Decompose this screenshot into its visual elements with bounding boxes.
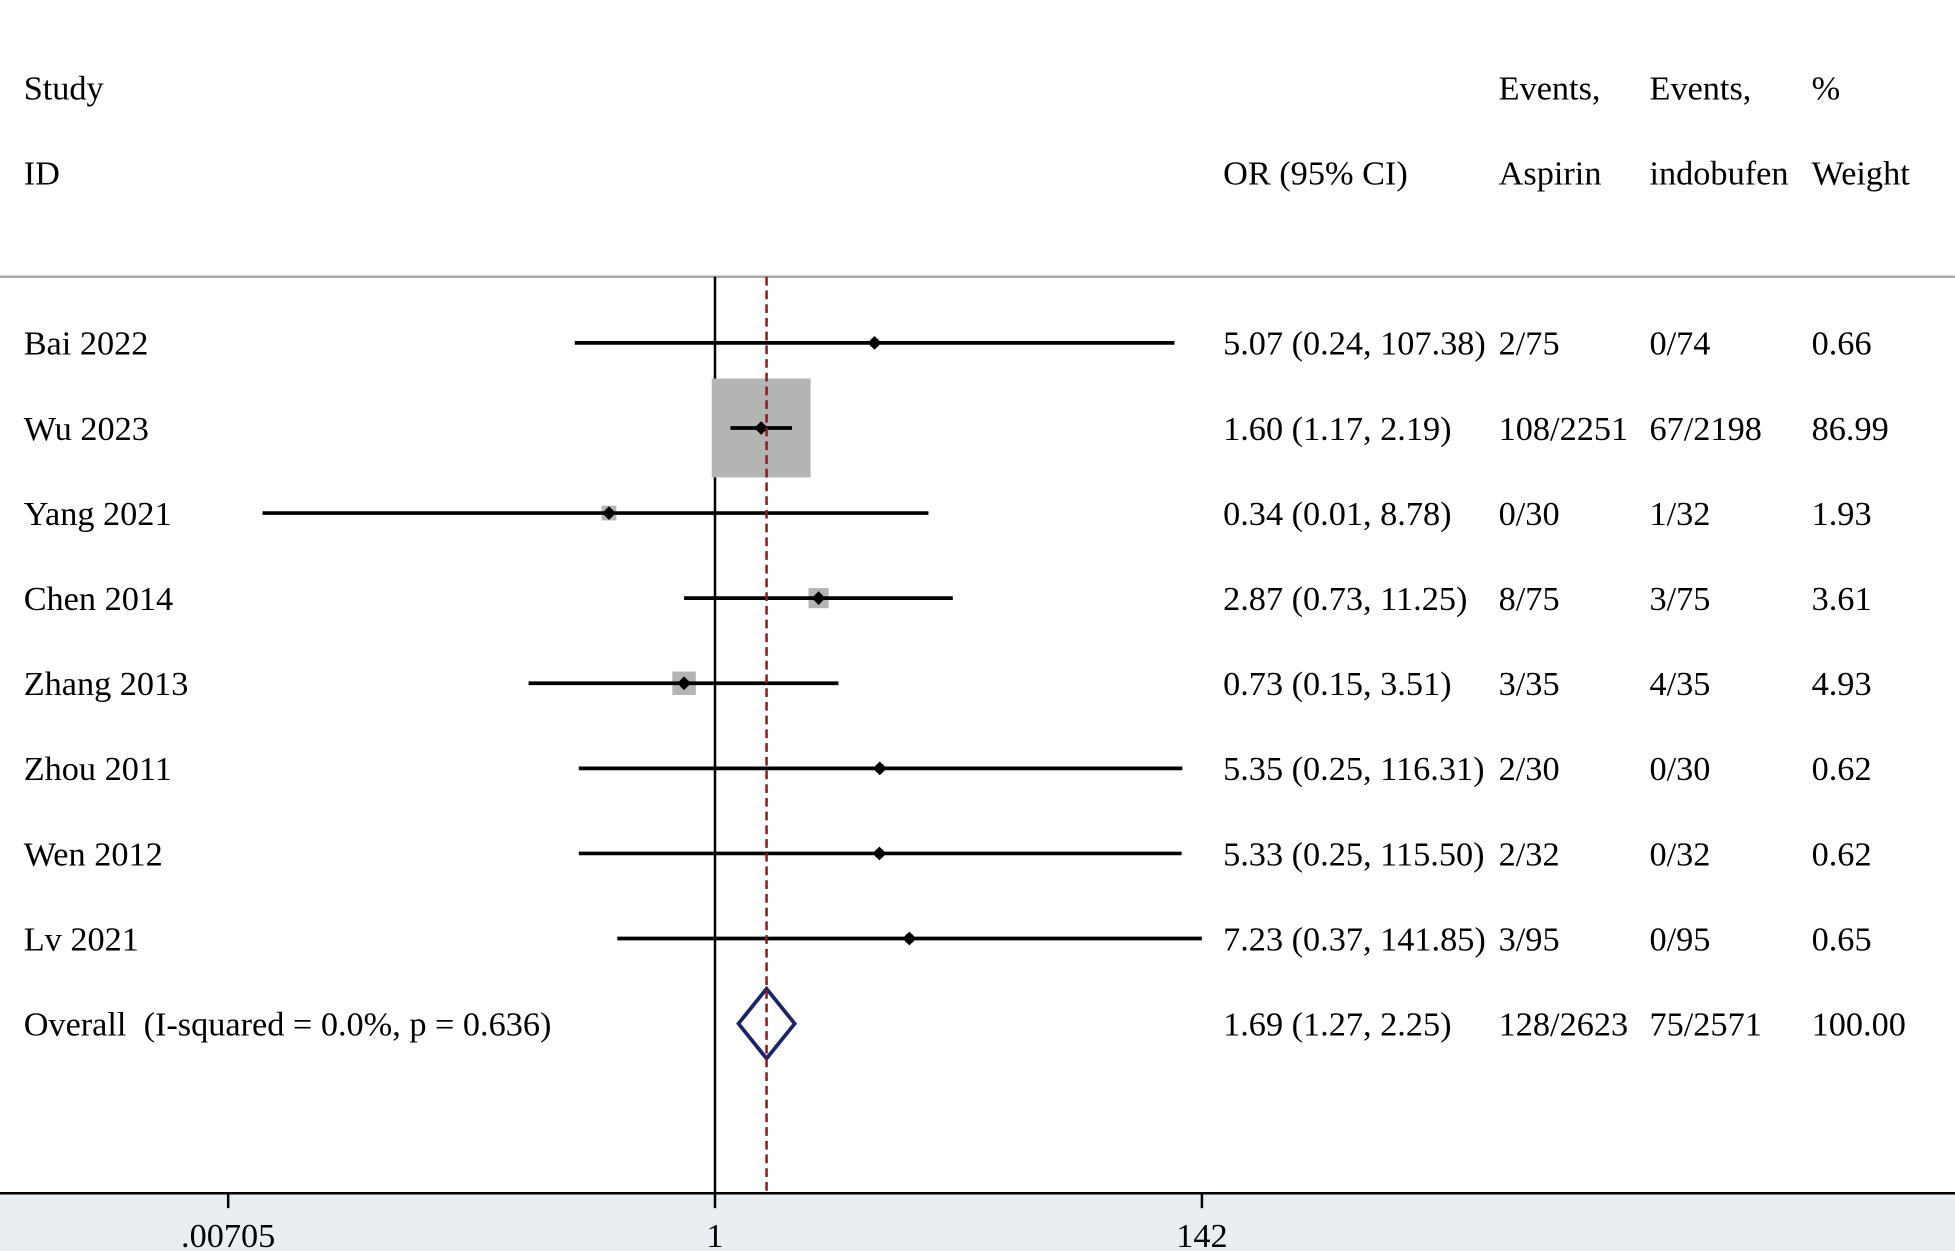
point-estimate-marker [602, 506, 616, 520]
x-tick-label: 1 [706, 1217, 723, 1251]
events-indobufen-value: 0/30 [1650, 750, 1711, 788]
or-ci-value: 5.33 (0.25, 115.50) [1223, 835, 1484, 873]
weight-value: 86.99 [1812, 410, 1889, 448]
column-header-id: ID [24, 155, 60, 193]
point-estimate-marker [872, 761, 887, 776]
weight-value: 1.93 [1812, 495, 1872, 533]
events-aspirin-value: 108/2251 [1499, 410, 1628, 448]
weight-value: 3.61 [1812, 580, 1872, 618]
study-label: Yang 2021 [24, 495, 172, 533]
events-aspirin-value: 2/32 [1499, 835, 1560, 873]
column-header-study: Study [24, 70, 104, 108]
events-indobufen-value: 0/95 [1650, 920, 1711, 958]
or-ci-value: 0.73 (0.15, 3.51) [1223, 665, 1451, 703]
overall-diamond [736, 985, 798, 1062]
marks-layer [262, 336, 1202, 1062]
column-header-events-indobufen-line2: indobufen [1650, 155, 1789, 193]
point-estimate-marker [867, 336, 882, 350]
weight-value: 0.65 [1812, 920, 1872, 958]
or-ci-value: 1.60 (1.17, 2.19) [1223, 410, 1451, 448]
study-label: Wu 2023 [24, 410, 149, 448]
events-indobufen-value: 0/32 [1650, 835, 1711, 873]
column-header-weight-line2: Weight [1812, 155, 1911, 193]
x-tick-label: .00705 [181, 1217, 275, 1251]
events-aspirin-value: 8/75 [1499, 580, 1560, 618]
column-header-events-indobufen-line1: Events, [1650, 70, 1752, 108]
weight-value: 0.62 [1812, 835, 1872, 873]
top-layer [0, 276, 1955, 1209]
column-header-events-aspirin-line2: Aspirin [1499, 155, 1602, 193]
column-header-weight-line1: % [1812, 70, 1841, 108]
events-aspirin-value: 3/35 [1499, 665, 1560, 703]
x-tick-label: 142 [1176, 1217, 1227, 1251]
overall-events-indobufen-value: 75/2571 [1650, 1005, 1762, 1043]
point-estimate-marker [754, 421, 769, 435]
events-aspirin-value: 2/75 [1499, 325, 1560, 363]
study-label: Zhang 2013 [24, 665, 189, 703]
or-ci-value: 0.34 (0.01, 8.78) [1223, 495, 1451, 533]
point-estimate-marker [677, 676, 691, 691]
events-indobufen-value: 67/2198 [1650, 410, 1762, 448]
or-ci-value: 5.07 (0.24, 107.38) [1223, 325, 1486, 363]
background-layer [0, 275, 1955, 1251]
or-ci-value: 7.23 (0.37, 141.85) [1223, 920, 1486, 958]
point-estimate-marker [902, 931, 917, 946]
events-aspirin-value: 3/95 [1499, 920, 1560, 958]
study-label: Wen 2012 [24, 835, 163, 873]
study-label: Lv 2021 [24, 920, 139, 958]
or-ci-value: 2.87 (0.73, 11.25) [1223, 580, 1467, 618]
column-headers: Study ID OR (95% CI) Events, Aspirin Eve… [24, 70, 1911, 193]
point-estimate-marker [872, 846, 887, 861]
events-aspirin-value: 0/30 [1499, 495, 1560, 533]
events-indobufen-value: 3/75 [1650, 580, 1711, 618]
overall-or-ci-value: 1.69 (1.27, 2.25) [1223, 1005, 1451, 1043]
events-indobufen-value: 4/35 [1650, 665, 1711, 703]
column-header-events-aspirin-line1: Events, [1499, 70, 1601, 108]
overall-weight-value: 100.00 [1812, 1005, 1906, 1043]
text-layer: Bai 2022 5.07 (0.24, 107.38) 2/75 0/74 0.66 W… [24, 325, 1906, 1251]
study-label: Zhou 2011 [24, 750, 172, 788]
weight-value: 0.66 [1812, 325, 1872, 363]
weight-value: 4.93 [1812, 665, 1872, 703]
events-indobufen-value: 0/74 [1650, 325, 1711, 363]
column-header-or-ci: OR (95% CI) [1223, 155, 1408, 193]
events-aspirin-value: 2/30 [1499, 750, 1560, 788]
axis-band [0, 1193, 1955, 1251]
overall-events-aspirin-value: 128/2623 [1499, 1005, 1628, 1043]
or-ci-value: 5.35 (0.25, 116.31) [1223, 750, 1484, 788]
study-label: Bai 2022 [24, 325, 149, 363]
events-indobufen-value: 1/32 [1650, 495, 1711, 533]
weight-value: 0.62 [1812, 750, 1872, 788]
study-label: Chen 2014 [24, 580, 173, 618]
overall-label: Overall (I-squared = 0.0%, p = 0.636) [24, 1005, 552, 1043]
